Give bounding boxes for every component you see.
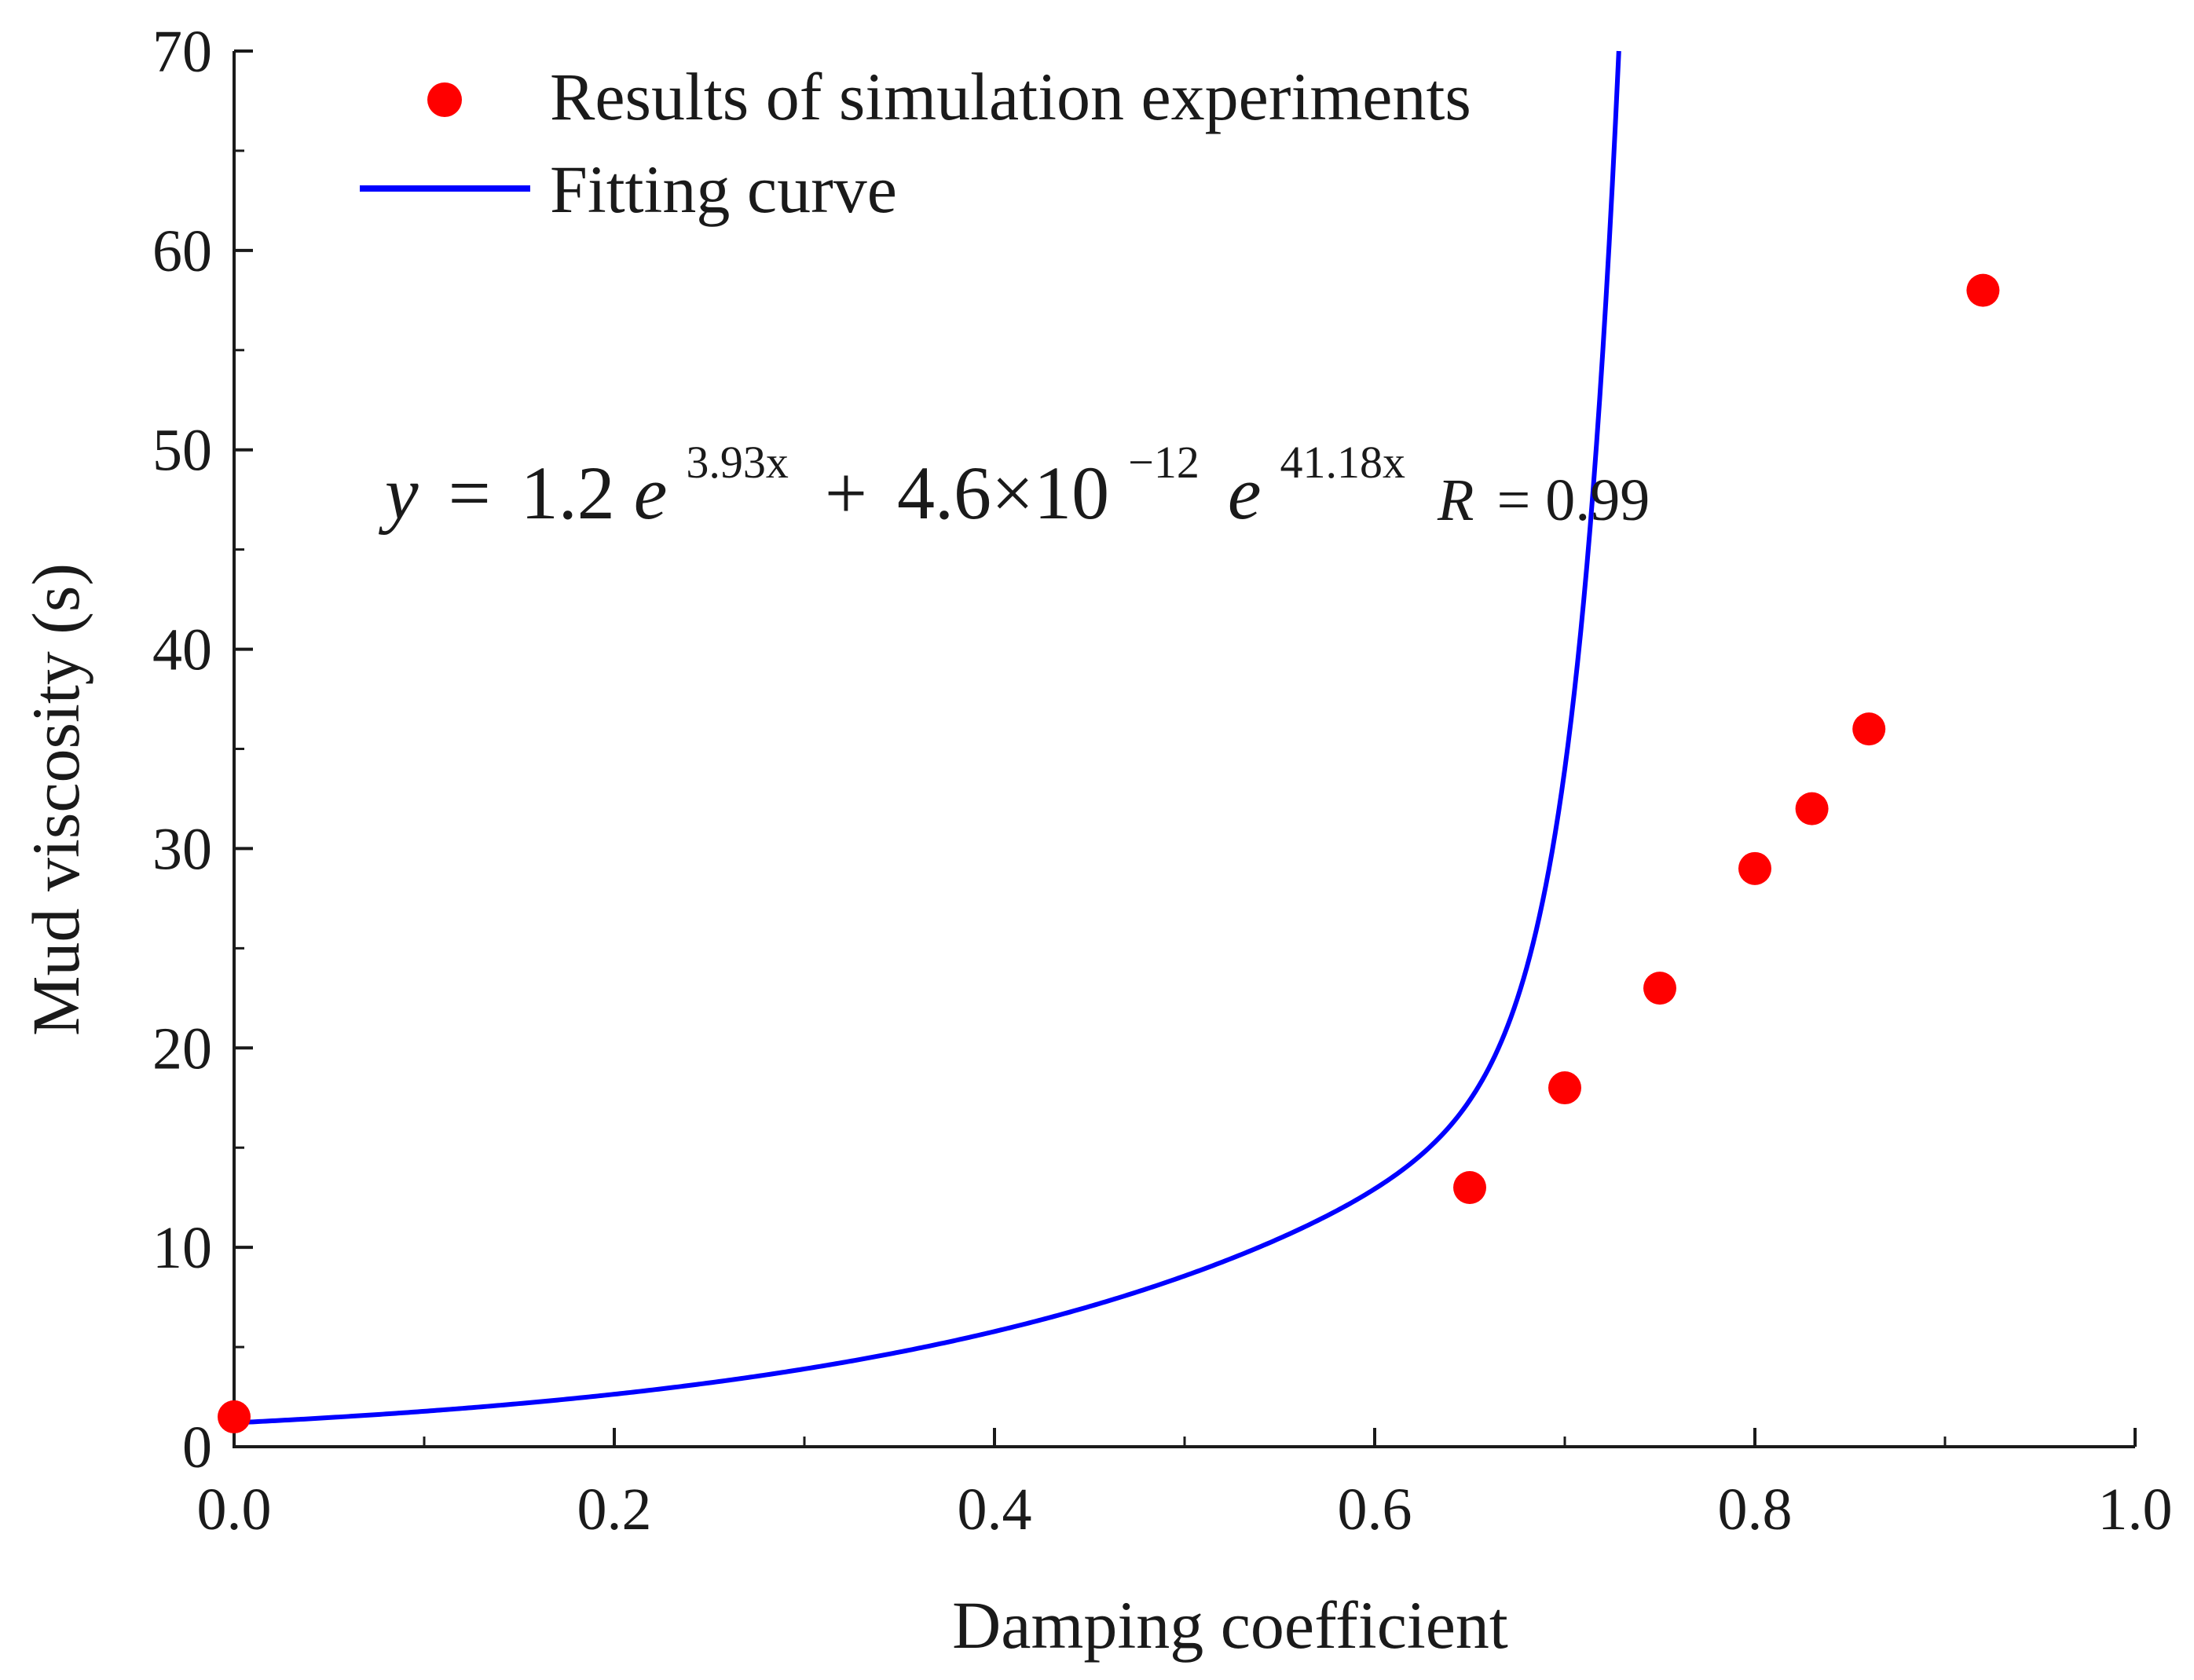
x-tick-label: 0.8 [1718,1477,1793,1543]
svg-text:R = 0.99: R = 0.99 [1437,467,1650,533]
eq-r-label: R [1437,467,1474,533]
axes [233,51,2135,1448]
eq-y: y [378,451,419,535]
eq-term2-exp: 41.18x [1280,437,1405,488]
fitting-curve-layer [233,50,1621,1426]
eq-term2-e: e [1228,451,1262,535]
legend: Results of simulation experiments Fittin… [360,59,1471,227]
y-tick-label: 10 [152,1215,212,1281]
data-point [1453,1170,1486,1204]
legend-marker-scatter [427,82,462,117]
y-tick-label: 30 [152,816,212,882]
data-point [1643,972,1676,1005]
eq-equals: = [449,451,491,535]
data-point [1738,851,1771,885]
x-tick-label: 0.2 [577,1477,652,1543]
data-point [218,1400,251,1433]
ticks: 0.0 0.2 0.4 0.6 0.8 1.0 0 10 20 30 40 50 60 70 [152,19,2173,1543]
y-axis-title: Mud viscosity (s) [18,563,93,1036]
legend-label-scatter: Results of simulation experiments [550,59,1471,134]
x-tick-label: 1.0 [2098,1477,2173,1543]
x-tick-label: 0.4 [958,1477,1032,1543]
data-point [1548,1071,1581,1105]
data-point [1966,273,2000,307]
eq-r-value: = 0.99 [1496,467,1650,533]
y-tick-label: 70 [152,19,212,85]
data-points-layer [218,273,2000,1433]
y-tick-label: 60 [152,218,212,284]
eq-term1-e: e [634,451,668,535]
eq-plus: + [825,451,867,535]
fit-equation: y = 1.2 e 3.93x + 4.6×10 −12 e 41.18x R … [378,410,1650,535]
data-point [1852,712,1886,746]
y-tick-label: 40 [152,617,212,683]
fitting-curve-line [233,50,1621,1426]
y-tick-label: 50 [152,418,212,484]
x-axis-title: Damping coefficient [952,1587,1508,1663]
eq-term1-coef: 1.2 [521,451,615,535]
eq-term2-coef: 4.6×10 [897,451,1109,535]
x-tick-label: 0.0 [197,1477,272,1543]
y-tick-label: 0 [182,1415,212,1481]
data-point [1795,792,1829,825]
legend-label-line: Fitting curve [550,152,897,227]
eq-term2-pow: −12 [1128,437,1200,488]
svg-text:y = 1.2 e: y = 1.2 e 3.93x + 4.6×10 −12 e 41.18x [378,410,1405,535]
y-tick-label: 20 [152,1016,212,1082]
eq-term1-exp: 3.93x [686,437,789,488]
x-tick-label: 0.6 [1338,1477,1412,1543]
